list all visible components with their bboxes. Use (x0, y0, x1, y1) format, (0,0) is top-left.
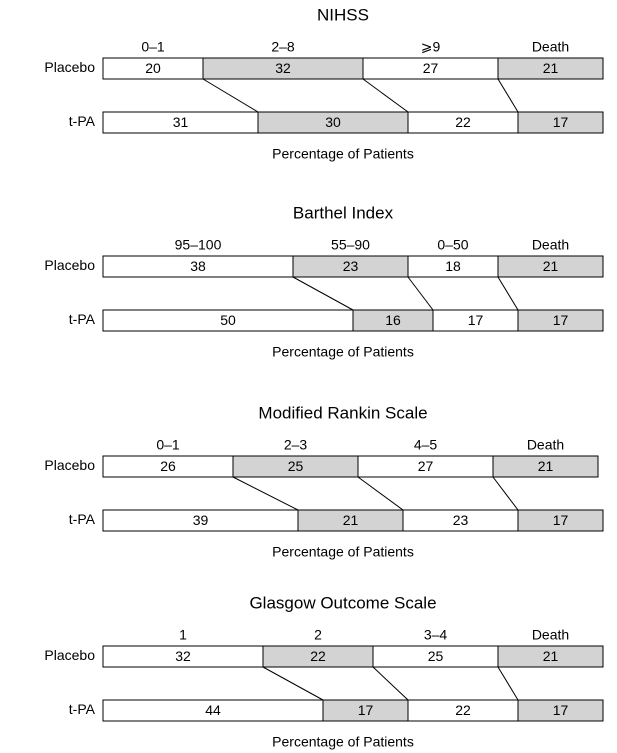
bar-segment (517, 309, 604, 332)
segment-name: 0–50 (437, 237, 468, 253)
connector (357, 476, 404, 511)
connector (262, 666, 324, 701)
connector (492, 476, 519, 511)
segment-name: Death (532, 627, 569, 643)
category-label: t-PA (69, 701, 96, 717)
segment-name: 4–5 (414, 437, 438, 453)
connector (497, 666, 519, 701)
segment-name: 1 (179, 627, 187, 643)
bar-segment (497, 645, 604, 668)
value-label: 21 (543, 648, 559, 664)
bar-segment (497, 57, 604, 80)
connector (497, 276, 519, 311)
x-axis-label: Percentage of Patients (272, 544, 414, 560)
connector (202, 78, 259, 113)
segment-name: 2–8 (271, 39, 295, 55)
segment-name: 0–1 (141, 39, 165, 55)
category-label: t-PA (69, 511, 96, 527)
segment-name: 95–100 (175, 237, 222, 253)
segment-name: 2 (314, 627, 322, 643)
connector (362, 78, 409, 113)
value-label: 50 (220, 312, 236, 328)
chart-title: Modified Rankin Scale (258, 403, 427, 422)
value-label: 21 (543, 60, 559, 76)
value-label: 30 (325, 114, 341, 130)
value-label: 44 (205, 702, 221, 718)
bar-segment (517, 111, 604, 134)
category-label: Placebo (44, 647, 95, 663)
value-label: 38 (190, 258, 206, 274)
segment-name: 55–90 (331, 237, 370, 253)
value-label: 27 (423, 60, 439, 76)
segment-name: 3–4 (424, 627, 448, 643)
bar-segment (517, 509, 604, 532)
value-label: 17 (468, 312, 484, 328)
value-label: 25 (428, 648, 444, 664)
value-label: 32 (175, 648, 191, 664)
value-label: 17 (553, 114, 569, 130)
category-label: Placebo (44, 457, 95, 473)
value-label: 17 (358, 702, 374, 718)
x-axis-label: Percentage of Patients (272, 734, 414, 750)
value-label: 26 (160, 458, 176, 474)
value-label: 17 (553, 512, 569, 528)
value-label: 23 (343, 258, 359, 274)
value-label: 16 (385, 312, 401, 328)
category-label: Placebo (44, 257, 95, 273)
connector (372, 666, 409, 701)
value-label: 23 (453, 512, 469, 528)
value-label: 20 (145, 60, 161, 76)
segment-name: Death (532, 237, 569, 253)
value-label: 39 (193, 512, 209, 528)
chart-title: NIHSS (317, 5, 369, 24)
connector (497, 78, 519, 113)
bar-segment (517, 699, 604, 722)
value-label: 25 (288, 458, 304, 474)
chart-title: Barthel Index (293, 203, 394, 222)
connector (292, 276, 354, 311)
category-label: t-PA (69, 311, 96, 327)
value-label: 21 (543, 258, 559, 274)
connector (232, 476, 299, 511)
bar-segment (497, 255, 604, 278)
category-label: Placebo (44, 59, 95, 75)
bar-segment (492, 455, 599, 478)
value-label: 27 (418, 458, 434, 474)
value-label: 22 (455, 114, 471, 130)
segment-name: 0–1 (156, 437, 180, 453)
x-axis-label: Percentage of Patients (272, 344, 414, 360)
value-label: 31 (173, 114, 189, 130)
segment-name: ⩾9 (421, 39, 441, 55)
chart-title: Glasgow Outcome Scale (249, 593, 436, 612)
segment-name: Death (527, 437, 564, 453)
value-label: 17 (553, 312, 569, 328)
segment-name: 2–3 (284, 437, 308, 453)
value-label: 32 (275, 60, 291, 76)
value-label: 21 (343, 512, 359, 528)
value-label: 22 (455, 702, 471, 718)
segment-name: Death (532, 39, 569, 55)
category-label: t-PA (69, 113, 96, 129)
connector (407, 276, 434, 311)
value-label: 17 (553, 702, 569, 718)
x-axis-label: Percentage of Patients (272, 146, 414, 162)
value-label: 21 (538, 458, 554, 474)
value-label: 22 (310, 648, 326, 664)
value-label: 18 (445, 258, 461, 274)
